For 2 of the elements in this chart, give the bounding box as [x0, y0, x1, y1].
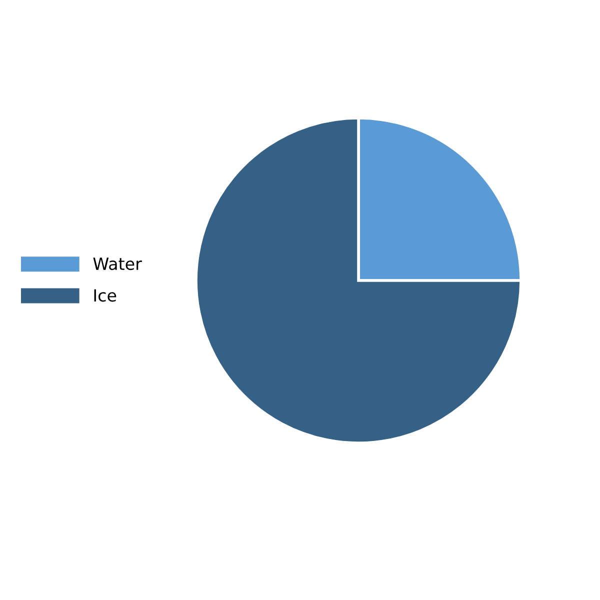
legend-label: Water: [93, 258, 142, 270]
legend-label: Ice: [94, 289, 116, 302]
